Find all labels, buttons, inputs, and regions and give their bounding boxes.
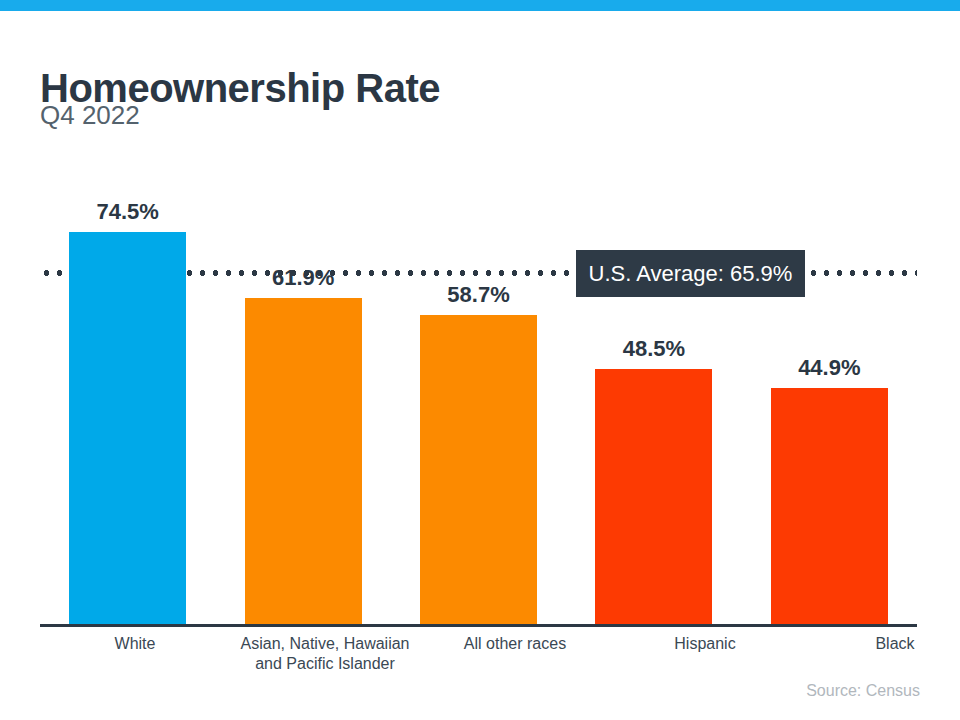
category-slot: Asian, Native, Hawaiian and Pacific Isla… [230, 634, 420, 674]
bar-value-label: 61.9% [272, 265, 334, 291]
bar-chart-plot: 74.5% 61.9% 58.7% 48.5% 44.9% [40, 160, 917, 624]
bar [69, 232, 186, 624]
category-label: Asian, Native, Hawaiian and Pacific Isla… [230, 634, 420, 674]
bar-slot: 48.5% [566, 160, 741, 624]
bar-value-label: 44.9% [798, 355, 860, 381]
average-callout-badge: U.S. Average: 65.9% [576, 250, 805, 297]
top-accent-bar [0, 0, 960, 11]
category-slot: White [40, 634, 230, 674]
source-credit: Source: Census [806, 682, 920, 700]
category-label: Hispanic [610, 634, 800, 674]
category-slot: All other races [420, 634, 610, 674]
category-label: Black [800, 634, 960, 674]
bar-slot: 44.9% [742, 160, 917, 624]
page-subtitle: Q4 2022 [40, 101, 140, 130]
category-slot: Hispanic [610, 634, 800, 674]
category-label: White [40, 634, 230, 674]
bar-value-label: 58.7% [447, 282, 509, 308]
bar-value-label: 48.5% [623, 336, 685, 362]
category-slot: Black [800, 634, 960, 674]
x-axis-line [40, 624, 917, 627]
category-axis-labels: WhiteAsian, Native, Hawaiian and Pacific… [40, 634, 917, 674]
bar [595, 369, 712, 624]
category-label: All other races [420, 634, 610, 674]
bar-value-label: 74.5% [97, 199, 159, 225]
bar-slot: 74.5% [40, 160, 215, 624]
infographic-page: Homeownership Rate Q4 2022 U.S. Average:… [0, 0, 960, 720]
bar [245, 298, 362, 624]
bar [420, 315, 537, 624]
average-callout-label: U.S. Average: 65.9% [589, 261, 793, 287]
bar-slot: 58.7% [391, 160, 566, 624]
bar [771, 388, 888, 624]
bar-slot: 61.9% [215, 160, 390, 624]
